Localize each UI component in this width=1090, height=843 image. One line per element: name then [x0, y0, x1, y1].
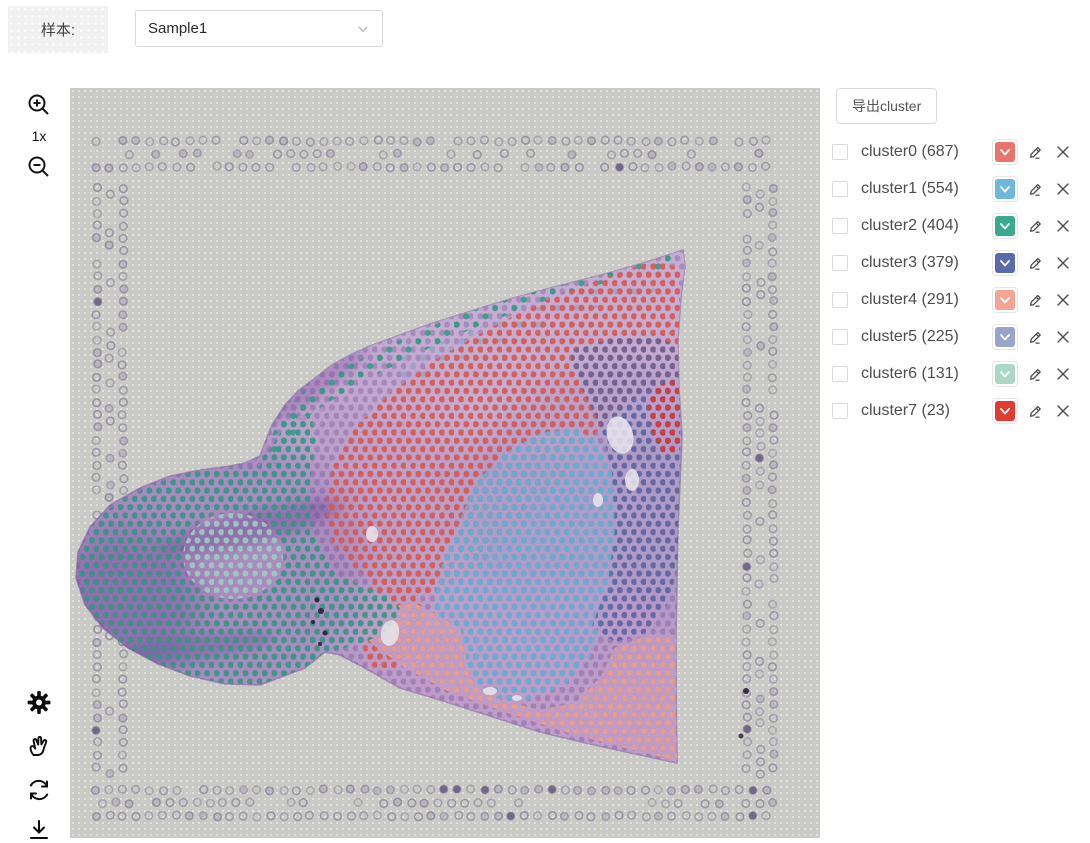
cluster-label: cluster6 (131)	[861, 365, 959, 382]
edit-icon[interactable]	[1027, 217, 1045, 235]
edit-icon[interactable]	[1027, 254, 1045, 272]
cluster-checkbox[interactable]	[832, 366, 848, 382]
cluster-color-picker[interactable]	[992, 398, 1018, 424]
chevron-down-icon	[1000, 371, 1010, 378]
cluster-label: cluster2 (404)	[861, 217, 959, 234]
cluster-checkbox[interactable]	[832, 329, 848, 345]
cluster-checkbox[interactable]	[832, 218, 848, 234]
close-icon[interactable]	[1054, 365, 1072, 383]
slide-canvas[interactable]	[70, 88, 820, 838]
edit-icon[interactable]	[1027, 180, 1045, 198]
cluster-row: cluster2 (404)	[832, 213, 1072, 239]
close-icon[interactable]	[1054, 254, 1072, 272]
download-icon[interactable]	[26, 817, 52, 843]
close-icon[interactable]	[1054, 328, 1072, 346]
cluster-row: cluster0 (687)	[832, 139, 1072, 165]
chevron-down-icon	[1000, 297, 1010, 304]
close-icon[interactable]	[1054, 217, 1072, 235]
edit-icon[interactable]	[1027, 328, 1045, 346]
cluster-row: cluster5 (225)	[832, 324, 1072, 350]
sample-dropdown-value: Sample1	[148, 20, 208, 37]
cluster-panel: 导出cluster cluster0 (687) clust	[832, 88, 1072, 436]
sample-label: 样本:	[8, 6, 108, 53]
refresh-icon[interactable]	[26, 777, 52, 803]
zoom-level-label: 1x	[31, 128, 47, 144]
cluster-list: cluster0 (687) cluster1 (554)	[832, 139, 1072, 424]
chevron-down-icon	[1000, 223, 1010, 230]
chevron-down-icon	[356, 22, 370, 36]
chevron-down-icon	[1000, 149, 1010, 156]
close-icon[interactable]	[1054, 180, 1072, 198]
chevron-down-icon	[1000, 408, 1010, 415]
cluster-checkbox[interactable]	[832, 292, 848, 308]
edit-icon[interactable]	[1027, 143, 1045, 161]
cluster-color-picker[interactable]	[992, 250, 1018, 276]
close-icon[interactable]	[1054, 402, 1072, 420]
cluster-row: cluster1 (554)	[832, 176, 1072, 202]
sample-dropdown[interactable]: Sample1	[135, 10, 383, 47]
zoom-out-icon[interactable]	[26, 154, 52, 180]
cluster-color-picker[interactable]	[992, 176, 1018, 202]
cluster-label: cluster1 (554)	[861, 180, 959, 197]
cluster-checkbox[interactable]	[832, 144, 848, 160]
cluster-label: cluster0 (687)	[861, 143, 959, 160]
cluster-color-picker[interactable]	[992, 287, 1018, 313]
cluster-color-picker[interactable]	[992, 324, 1018, 350]
chevron-down-icon	[1000, 186, 1010, 193]
edit-icon[interactable]	[1027, 365, 1045, 383]
cluster-row: cluster4 (291)	[832, 287, 1072, 313]
cluster-color-picker[interactable]	[992, 213, 1018, 239]
cluster-label: cluster5 (225)	[861, 328, 959, 345]
close-icon[interactable]	[1054, 291, 1072, 309]
chevron-down-icon	[1000, 334, 1010, 341]
cluster-label: cluster3 (379)	[861, 254, 959, 271]
cluster-checkbox[interactable]	[832, 403, 848, 419]
zoom-in-icon[interactable]	[26, 92, 52, 118]
tissue-section	[75, 249, 749, 764]
cluster-color-picker[interactable]	[992, 139, 1018, 165]
cluster-row: cluster7 (23)	[832, 398, 1072, 424]
chevron-down-icon	[1000, 260, 1010, 267]
cluster-row: cluster6 (131)	[832, 361, 1072, 387]
close-icon[interactable]	[1054, 143, 1072, 161]
fiducial-frame	[90, 135, 779, 822]
cluster-checkbox[interactable]	[832, 181, 848, 197]
settings-gear-icon[interactable]	[26, 689, 52, 715]
cluster-checkbox[interactable]	[832, 255, 848, 271]
edit-icon[interactable]	[1027, 402, 1045, 420]
cluster-color-picker[interactable]	[992, 361, 1018, 387]
hand-icon[interactable]	[26, 733, 52, 759]
cluster-label: cluster4 (291)	[861, 291, 959, 308]
export-cluster-button[interactable]: 导出cluster	[836, 88, 938, 124]
cluster-row: cluster3 (379)	[832, 250, 1072, 276]
cluster-label: cluster7 (23)	[861, 402, 950, 419]
edit-icon[interactable]	[1027, 291, 1045, 309]
